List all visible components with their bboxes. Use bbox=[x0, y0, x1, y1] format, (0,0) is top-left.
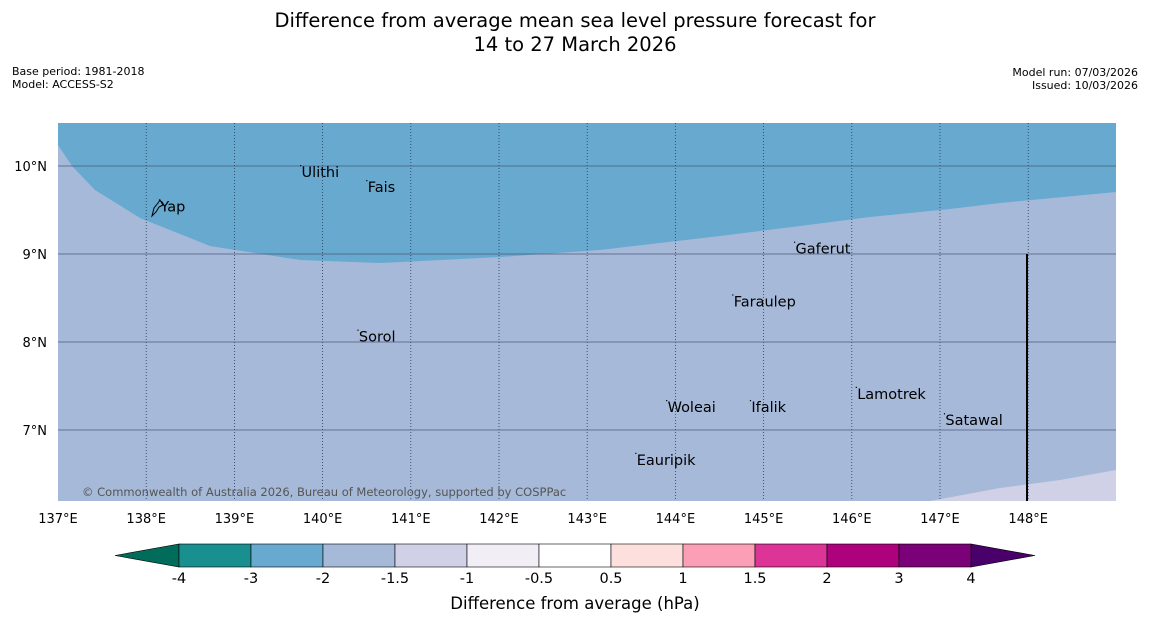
issued-date: Issued: 10/03/2026 bbox=[1031, 79, 1138, 92]
yap-island-shape bbox=[151, 199, 164, 218]
colorbar-tick-label: -3 bbox=[243, 571, 259, 587]
colorbar-tick-label: 2 bbox=[822, 571, 832, 587]
place-label-woleai: Woleai bbox=[668, 400, 716, 416]
place-label-fais: Fais bbox=[368, 180, 395, 196]
place-marker bbox=[635, 452, 637, 454]
colorbar-tick-label: -2 bbox=[315, 571, 331, 587]
latitude-axis: 10°N 9°N 8°N 7°N bbox=[14, 160, 47, 439]
colorbar-bin bbox=[538, 543, 612, 568]
longitude-tick-label: 137°E bbox=[38, 512, 78, 527]
longitude-tick-label: 145°E bbox=[744, 512, 784, 527]
model-run: Model run: 07/03/2026 bbox=[1012, 66, 1138, 79]
colorbar-bin bbox=[250, 543, 324, 568]
colorbar-bin bbox=[682, 543, 756, 568]
longitude-tick-label: 147°E bbox=[920, 512, 960, 527]
colorbar-tick-label: -4 bbox=[171, 571, 187, 587]
place-marker bbox=[366, 180, 368, 182]
colorbar bbox=[114, 543, 1036, 568]
longitude-tick-label: 141°E bbox=[391, 512, 431, 527]
colorbar-bin bbox=[178, 543, 252, 568]
colorbar-tick-label: 1.5 bbox=[743, 571, 767, 587]
place-marker bbox=[855, 386, 857, 388]
place-label-ulithi: Ulithi bbox=[302, 165, 340, 181]
latitude-tick-label: 7°N bbox=[23, 424, 48, 439]
pressure-band-minus15-to-minus1 bbox=[930, 470, 1116, 501]
place-marker bbox=[732, 294, 734, 296]
place-label-yap: Yap bbox=[159, 199, 185, 215]
longitude-tick-label: 138°E bbox=[126, 512, 166, 527]
colorbar-tick-label: -1.5 bbox=[380, 571, 410, 587]
latitude-tick-label: 9°N bbox=[23, 248, 48, 263]
place-marker bbox=[943, 413, 946, 415]
longitude-tick-label: 148°E bbox=[1008, 512, 1048, 527]
colorbar-bin bbox=[610, 543, 684, 568]
place-label-sorol: Sorol bbox=[359, 330, 396, 346]
base-info: Base period: 1981-2018 Model: ACCESS-S2 bbox=[12, 65, 144, 91]
colorbar-bin bbox=[394, 543, 468, 568]
colorbar-bin bbox=[322, 543, 396, 568]
run-info: Model run: 07/03/2026 Issued: 10/03/2026 bbox=[1012, 66, 1138, 92]
place-label-ifalik: Ifalik bbox=[751, 400, 786, 416]
graticule bbox=[58, 123, 1116, 501]
latitude-tick-label: 10°N bbox=[14, 160, 47, 175]
longitude-axis: 137°E 138°E 139°E 140°E 141°E 142°E 143°E 144°E… bbox=[38, 512, 1048, 527]
longitude-tick-label: 144°E bbox=[656, 512, 696, 527]
colorbar-title: Difference from average (hPa) bbox=[450, 594, 700, 613]
colorbar-bin bbox=[898, 543, 972, 568]
colorbar-under-arrow bbox=[114, 543, 180, 568]
place-label-eauripik: Eauripik bbox=[637, 453, 696, 469]
place-label-lamotrek: Lamotrek bbox=[857, 387, 926, 403]
place-labels: Ulithi Fais Yap Gaferut Faraulep Sorol Lamotre… bbox=[158, 165, 1003, 469]
copyright-notice: © Commonwealth of Australia 2026, Bureau… bbox=[82, 485, 566, 499]
longitude-tick-label: 142°E bbox=[479, 512, 519, 527]
colorbar-bin bbox=[754, 543, 828, 568]
base-period: Base period: 1981-2018 bbox=[12, 65, 145, 78]
place-marker bbox=[357, 329, 359, 331]
place-marker bbox=[793, 241, 796, 243]
place-marker bbox=[749, 400, 752, 402]
longitude-tick-label: 146°E bbox=[832, 512, 872, 527]
longitude-tick-label: 139°E bbox=[215, 512, 255, 527]
place-marker bbox=[300, 165, 302, 167]
colorbar-tick-label: 0.5 bbox=[599, 571, 623, 587]
colorbar-tick-label: 1 bbox=[678, 571, 688, 587]
place-label-gaferut: Gaferut bbox=[795, 242, 850, 258]
place-label-satawal: Satawal bbox=[945, 413, 1002, 429]
longitude-tick-label: 140°E bbox=[303, 512, 343, 527]
place-marker bbox=[666, 400, 668, 402]
title-line-2: 14 to 27 March 2026 bbox=[473, 33, 677, 56]
latitude-tick-label: 8°N bbox=[23, 336, 48, 351]
colorbar-tick-label: -1 bbox=[459, 571, 475, 587]
colorbar-bin bbox=[826, 543, 900, 568]
place-label-faraulep: Faraulep bbox=[734, 294, 796, 310]
map-title: Difference from average mean sea level p… bbox=[0, 9, 1150, 57]
colorbar-tick-label: 3 bbox=[894, 571, 904, 587]
colorbar-tick-label: 4 bbox=[966, 571, 976, 587]
colorbar-over-arrow bbox=[970, 543, 1036, 568]
title-line-1: Difference from average mean sea level p… bbox=[274, 9, 876, 32]
longitude-tick-label: 143°E bbox=[567, 512, 607, 527]
colorbar-bin bbox=[466, 543, 540, 568]
colorbar-tick-label: -0.5 bbox=[524, 571, 554, 587]
model-name: Model: ACCESS-S2 bbox=[12, 78, 114, 91]
place-marker bbox=[158, 199, 161, 201]
